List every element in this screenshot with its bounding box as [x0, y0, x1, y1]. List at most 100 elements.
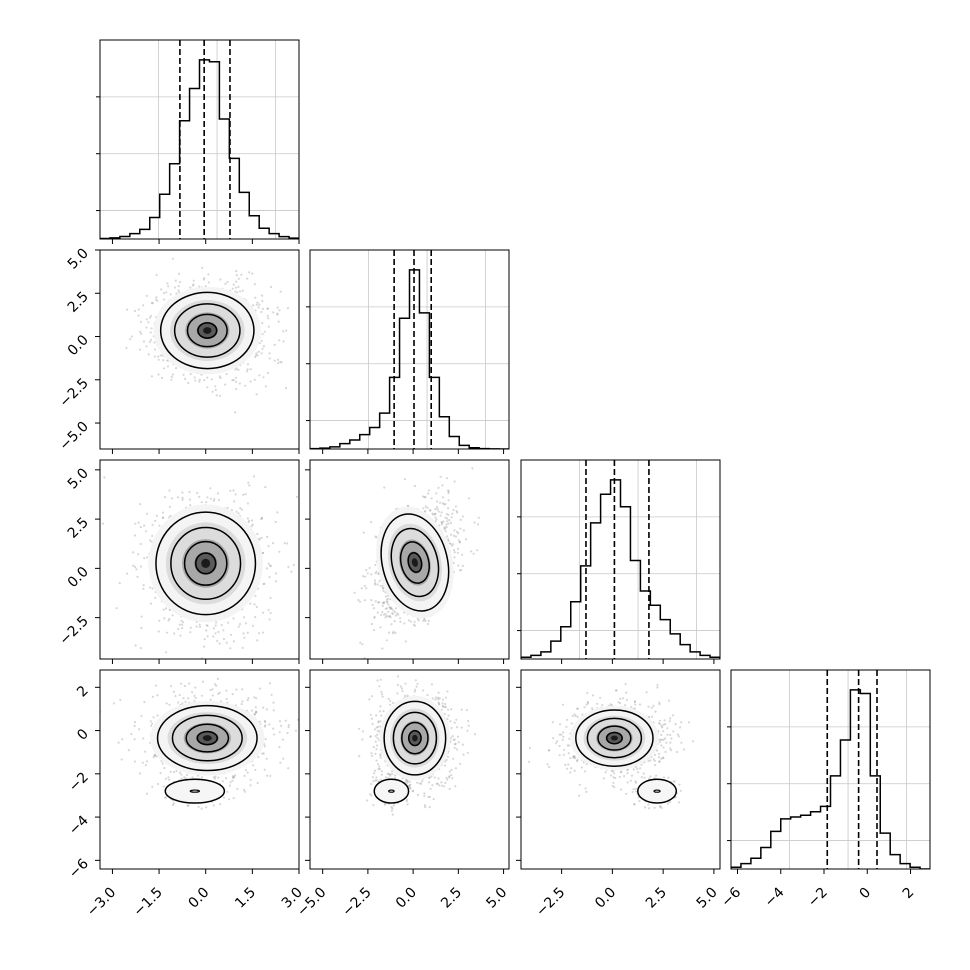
sample-point — [205, 806, 208, 809]
sample-point — [281, 738, 284, 741]
sample-point — [263, 768, 266, 771]
sample-point — [365, 587, 368, 590]
contour-line-0 — [380, 513, 450, 612]
sample-point — [383, 613, 386, 616]
sample-point — [252, 764, 255, 767]
sample-point — [387, 603, 390, 606]
sample-point — [196, 491, 199, 495]
sample-point — [444, 527, 447, 530]
sample-point — [459, 518, 462, 522]
sample-point — [387, 631, 391, 634]
sample-point — [255, 354, 258, 357]
sample-point — [372, 804, 375, 807]
sample-point — [145, 326, 148, 329]
sample-point — [390, 623, 393, 626]
sample-point — [162, 359, 165, 362]
sample-point — [133, 309, 136, 313]
sample-point — [384, 607, 387, 610]
sample-point — [258, 537, 261, 540]
sample-point — [130, 733, 133, 736]
sample-point — [193, 694, 196, 698]
sample-point — [232, 283, 235, 286]
sample-point — [142, 587, 145, 590]
sample-point — [273, 733, 276, 736]
sample-point — [461, 553, 464, 556]
sample-point — [153, 341, 156, 344]
sample-point — [261, 294, 264, 297]
sample-point — [446, 717, 449, 721]
sample-point — [243, 774, 246, 778]
sample-point — [261, 752, 264, 755]
sample-point — [413, 484, 416, 488]
tail-contour — [164, 778, 226, 804]
sample-point — [145, 345, 148, 348]
sample-point — [277, 362, 280, 365]
sample-point — [162, 292, 166, 295]
contour-line-1 — [173, 303, 241, 358]
sample-point — [424, 496, 427, 499]
sample-point — [439, 475, 442, 478]
contour-line-2 — [399, 541, 430, 584]
sample-point — [448, 542, 451, 545]
sample-point — [228, 798, 231, 801]
sample-point — [235, 376, 238, 379]
sample-point — [197, 805, 200, 808]
sample-point — [212, 776, 215, 779]
sample-point — [264, 737, 267, 741]
sample-point — [117, 741, 120, 744]
contour-line-3 — [407, 552, 423, 573]
sample-point — [219, 803, 222, 806]
x-axis-0 — [111, 659, 300, 664]
sample-point — [263, 582, 266, 585]
sample-point — [167, 285, 170, 288]
sample-point — [178, 693, 181, 697]
sample-point — [162, 608, 165, 611]
sample-point — [423, 618, 426, 621]
sample-point — [447, 489, 450, 492]
sample-point — [145, 512, 149, 515]
sample-point — [262, 611, 265, 614]
sample-point — [172, 690, 175, 694]
sample-point — [317, 714, 319, 716]
sample-point — [377, 600, 381, 604]
sample-point — [374, 779, 377, 782]
sample-point — [243, 636, 246, 639]
sample-point — [256, 532, 259, 536]
sample-point — [145, 530, 148, 533]
sample-point — [167, 776, 170, 779]
sample-point — [283, 542, 286, 545]
y-axis-3: −6−4−202 — [66, 683, 100, 882]
sample-point — [262, 752, 265, 755]
sample-point — [437, 698, 440, 701]
sample-point — [362, 531, 365, 534]
sample-point — [206, 376, 209, 379]
sample-point — [268, 357, 271, 360]
sample-point — [441, 496, 444, 499]
sample-point — [252, 475, 256, 478]
sample-point — [181, 621, 185, 624]
sample-point — [428, 509, 431, 512]
sample-point — [384, 591, 387, 594]
sample-point — [370, 599, 373, 602]
sample-point — [371, 603, 374, 607]
sample-point — [443, 526, 446, 529]
sample-point — [225, 372, 228, 376]
sample-point — [233, 776, 236, 779]
sample-point — [447, 538, 450, 541]
sample-point — [209, 497, 213, 500]
sample-point — [373, 579, 377, 582]
sample-point — [160, 376, 164, 379]
sample-point — [384, 595, 387, 598]
sample-point — [163, 766, 166, 770]
sample-point — [222, 796, 226, 799]
sample-point — [373, 772, 376, 775]
sample-point — [290, 570, 293, 573]
sample-point — [169, 770, 172, 773]
sample-point — [389, 606, 392, 609]
sample-point — [156, 299, 159, 302]
sample-point — [442, 503, 446, 506]
sample-point — [389, 774, 392, 777]
sample-point — [175, 769, 178, 773]
sample-point — [266, 535, 269, 539]
sample-point — [251, 523, 254, 526]
